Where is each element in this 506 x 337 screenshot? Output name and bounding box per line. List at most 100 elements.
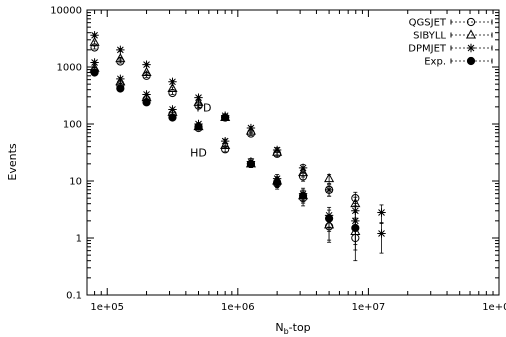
asterisk-marker xyxy=(351,206,360,216)
data-point xyxy=(298,189,308,204)
asterisk-marker xyxy=(220,136,230,146)
series-dpmjet xyxy=(90,31,386,254)
asterisk-marker xyxy=(90,31,99,40)
asterisk-marker xyxy=(194,93,203,102)
data-point xyxy=(377,204,386,224)
legend-label: DPMJET xyxy=(408,44,447,55)
data-point xyxy=(168,88,177,98)
x-tick-label: 1e+07 xyxy=(352,302,386,313)
series-exp xyxy=(90,68,360,246)
y-tick-label: 10000 xyxy=(50,6,82,17)
triangle-marker xyxy=(220,139,231,149)
data-point xyxy=(142,98,151,107)
data-point xyxy=(90,68,99,77)
data-point xyxy=(351,217,360,246)
data-point xyxy=(221,113,230,122)
y-tick-label: 100 xyxy=(63,120,82,131)
data-point xyxy=(272,145,282,155)
triangle-marker xyxy=(465,29,477,39)
legend-label: QGSJET xyxy=(409,18,447,29)
data-point xyxy=(116,74,125,84)
x-tick-label: 1e+05 xyxy=(90,302,124,313)
filled-circle-marker xyxy=(116,84,125,93)
data-point xyxy=(142,60,151,69)
triangle-marker xyxy=(115,53,126,63)
data-point xyxy=(89,36,100,46)
annotations: PD HD xyxy=(190,102,211,160)
filled-circle-marker xyxy=(246,159,256,168)
x-axis-label-main: N xyxy=(275,321,283,334)
data-point xyxy=(298,163,308,173)
data-point xyxy=(194,93,203,102)
y-tick-label: 1000 xyxy=(57,63,82,74)
filled-circle-marker xyxy=(351,223,360,233)
data-point xyxy=(168,77,177,86)
asterisk-marker xyxy=(377,208,386,217)
data-point xyxy=(194,122,203,131)
filled-circle-marker xyxy=(324,214,334,223)
data-point xyxy=(324,184,334,197)
data-point xyxy=(168,105,177,114)
data-marks xyxy=(89,31,386,262)
legend-label: SIBYLL xyxy=(413,31,446,42)
y-axis-label: Events xyxy=(6,143,19,181)
filled-circle-marker xyxy=(142,98,151,107)
legend-entry: DPMJET xyxy=(408,43,493,55)
data-point xyxy=(324,173,335,184)
triangle-marker xyxy=(193,96,204,106)
data-point xyxy=(116,84,125,93)
data-point xyxy=(377,222,386,254)
data-point xyxy=(116,45,125,55)
asterisk-marker xyxy=(168,77,177,86)
asterisk-marker xyxy=(298,163,308,173)
series-qgsjet xyxy=(90,43,360,262)
x-axis-label: Nb-top xyxy=(275,321,310,336)
filled-circle-marker xyxy=(221,113,230,122)
legend: QGSJET SIBYLL DPMJET Exp. xyxy=(408,17,493,68)
triangle-marker xyxy=(324,173,335,183)
y-tick-label: 0.1 xyxy=(66,291,82,302)
data-point xyxy=(115,53,126,63)
data-point xyxy=(142,90,151,99)
asterisk-marker xyxy=(377,229,386,238)
asterisk-marker xyxy=(324,185,334,195)
data-point xyxy=(167,82,178,92)
data-point xyxy=(324,209,334,232)
asterisk-marker xyxy=(90,58,99,67)
data-point xyxy=(141,66,152,77)
data-point xyxy=(168,113,177,122)
triangle-marker xyxy=(89,36,100,46)
y-tick-label: 1 xyxy=(76,234,82,245)
asterisk-marker xyxy=(168,105,177,114)
filled-circle-marker xyxy=(90,68,99,77)
data-point xyxy=(246,159,256,168)
y-tick-label: 10 xyxy=(69,177,82,188)
asterisk-marker xyxy=(142,60,151,69)
legend-label: Exp. xyxy=(424,57,446,68)
annotation-hd: HD xyxy=(190,146,207,159)
legend-entry: Exp. xyxy=(424,56,493,68)
triangle-marker xyxy=(141,66,152,77)
asterisk-marker xyxy=(116,45,125,55)
data-point xyxy=(273,177,282,189)
filled-circle-marker xyxy=(466,56,476,66)
triangle-marker xyxy=(298,167,309,177)
data-point xyxy=(220,136,230,146)
circle-marker xyxy=(466,17,476,27)
axis-ticks: 1e+05 1e+06 1e+07 1e+08 0.1 1 10 100 1000 10000 xyxy=(50,6,506,314)
asterisk-marker xyxy=(466,43,476,53)
asterisk-marker xyxy=(272,145,282,155)
x-axis-label-suffix: -top xyxy=(289,321,311,334)
asterisk-marker xyxy=(246,123,256,133)
filled-circle-marker xyxy=(168,113,177,122)
asterisk-marker xyxy=(116,74,125,84)
legend-entry: QGSJET xyxy=(409,17,493,29)
data-point xyxy=(90,31,99,40)
x-tick-label: 1e+08 xyxy=(482,302,506,313)
triangle-marker xyxy=(167,82,178,92)
x-tick-label: 1e+06 xyxy=(221,302,255,313)
filled-circle-marker xyxy=(194,122,203,131)
plot-frame xyxy=(86,9,500,296)
data-point xyxy=(246,123,256,133)
